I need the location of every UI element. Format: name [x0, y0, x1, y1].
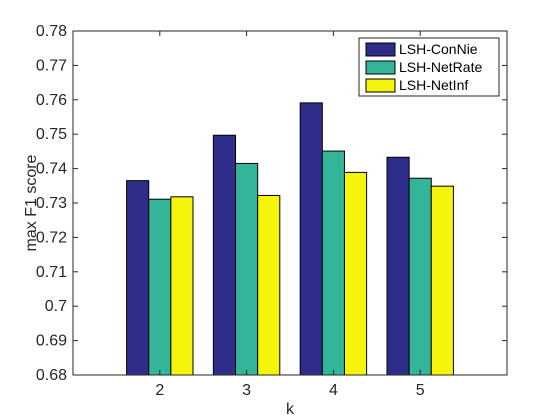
x-tick-label: 3	[242, 382, 251, 399]
y-tick-label: 0.72	[36, 229, 67, 246]
legend-swatch-lsh-connie	[365, 42, 396, 57]
bars-group	[126, 102, 454, 376]
y-tick-label: 0.78	[36, 23, 67, 40]
legend-swatch-lsh-netinf	[365, 78, 396, 93]
bar-lsh-connie-k2	[126, 180, 150, 376]
bar-lsh-connie-k3	[212, 134, 237, 376]
bar-lsh-netrate-k5	[408, 177, 432, 376]
legend-swatch-lsh-netrate	[365, 60, 396, 75]
bar-lsh-netrate-k3	[235, 162, 259, 376]
bar-lsh-netinf-k4	[343, 171, 368, 376]
bar-lsh-netinf-k3	[257, 194, 281, 376]
y-axis-label: max F1 score	[23, 154, 40, 251]
legend-label-lsh-netrate: LSH-NetRate	[399, 59, 482, 75]
legend-label-lsh-netinf: LSH-NetInf	[399, 77, 468, 93]
x-tick-label: 2	[155, 382, 164, 399]
y-ticks-group: 0.68 0.69 0.7 0.71 0.72 0.73 0.74 0.75 0.76 0.77 0…	[36, 23, 507, 384]
y-tick-label: 0.69	[36, 333, 67, 350]
bar-lsh-netrate-k2	[148, 198, 172, 376]
y-tick-label: 0.7	[45, 298, 67, 315]
y-tick-label: 0.75	[36, 126, 67, 143]
y-tick-label: 0.68	[36, 367, 67, 384]
x-tick-label: 5	[416, 382, 425, 399]
axes-box	[72, 30, 508, 376]
legend: LSH-ConNie LSH-NetRate LSH-NetInf	[358, 37, 500, 97]
bar-lsh-connie-k5	[386, 156, 410, 376]
bar-lsh-netrate-k4	[321, 150, 345, 376]
y-tick-label: 0.77	[36, 57, 67, 74]
x-tick-label: 4	[329, 382, 338, 399]
bar-lsh-connie-k4	[299, 102, 323, 376]
y-tick-label: 0.71	[36, 264, 67, 281]
y-tick-label: 0.74	[36, 161, 67, 178]
y-tick-label: 0.76	[36, 92, 67, 109]
y-tick-label: 0.73	[36, 195, 67, 212]
legend-label-lsh-connie: LSH-ConNie	[399, 41, 478, 57]
x-axis-label: k	[286, 401, 295, 418]
x-ticks-group: 2 3 4 5	[155, 31, 425, 399]
bar-lsh-netinf-k2	[170, 196, 194, 376]
bar-lsh-netinf-k5	[430, 185, 454, 376]
